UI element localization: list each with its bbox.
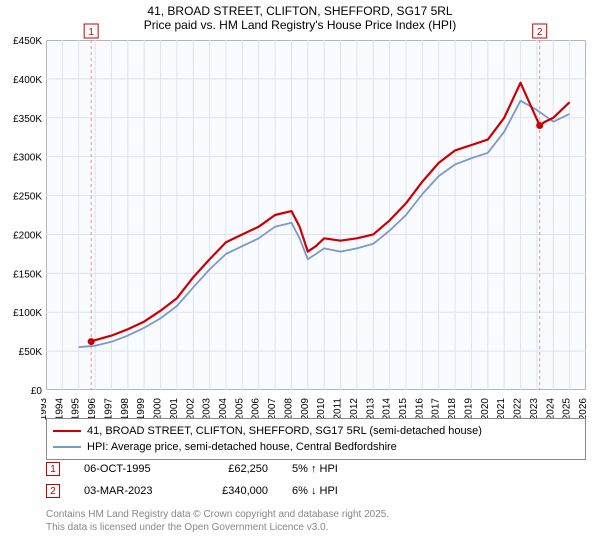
- svg-text:2: 2: [537, 27, 543, 38]
- annotation-price: £62,250: [198, 463, 268, 475]
- svg-text:2011: 2011: [333, 398, 344, 420]
- svg-text:1994: 1994: [54, 398, 65, 420]
- footer-line: Contains HM Land Registry data © Crown c…: [46, 508, 389, 521]
- annotation-price: £340,000: [198, 485, 268, 497]
- chart-area: £0£50K£100K£150K£200K£250K£300K£350K£400…: [46, 40, 586, 390]
- footer: Contains HM Land Registry data © Crown c…: [46, 508, 389, 534]
- annotation-pct: 5% ↑ HPI: [292, 463, 392, 475]
- svg-text:2012: 2012: [349, 398, 360, 420]
- annotation-row: 2 03-MAR-2023 £340,000 6% ↓ HPI: [46, 480, 392, 502]
- legend-label: HPI: Average price, semi-detached house,…: [87, 441, 397, 453]
- svg-text:2026: 2026: [578, 398, 589, 420]
- svg-text:2020: 2020: [480, 398, 491, 420]
- svg-text:2001: 2001: [169, 398, 180, 420]
- chart-title: 41, BROAD STREET, CLIFTON, SHEFFORD, SG1…: [0, 4, 600, 18]
- svg-text:2003: 2003: [202, 398, 213, 420]
- svg-text:2006: 2006: [251, 398, 262, 420]
- annotation-row: 1 06-OCT-1995 £62,250 5% ↑ HPI: [46, 458, 392, 480]
- svg-text:2000: 2000: [153, 398, 164, 420]
- svg-text:2014: 2014: [382, 398, 393, 420]
- annotation-table: 1 06-OCT-1995 £62,250 5% ↑ HPI 2 03-MAR-…: [46, 458, 392, 502]
- legend-swatch: [53, 446, 81, 448]
- svg-text:2024: 2024: [545, 398, 556, 420]
- legend-label: 41, BROAD STREET, CLIFTON, SHEFFORD, SG1…: [87, 425, 482, 437]
- svg-text:2016: 2016: [414, 398, 425, 420]
- svg-text:1996: 1996: [87, 398, 98, 420]
- chart-container: 41, BROAD STREET, CLIFTON, SHEFFORD, SG1…: [0, 0, 600, 560]
- legend: 41, BROAD STREET, CLIFTON, SHEFFORD, SG1…: [46, 418, 586, 460]
- svg-text:1995: 1995: [71, 398, 82, 420]
- svg-text:2018: 2018: [447, 398, 458, 420]
- svg-text:2019: 2019: [463, 398, 474, 420]
- svg-text:2002: 2002: [185, 398, 196, 420]
- annotation-marker: 1: [46, 462, 60, 476]
- svg-text:2025: 2025: [562, 398, 573, 420]
- svg-text:2009: 2009: [300, 398, 311, 420]
- svg-text:2015: 2015: [398, 398, 409, 420]
- svg-text:2010: 2010: [316, 398, 327, 420]
- svg-text:1993: 1993: [41, 398, 49, 420]
- annotation-date: 06-OCT-1995: [84, 463, 174, 475]
- legend-item: HPI: Average price, semi-detached house,…: [53, 439, 579, 455]
- svg-text:1998: 1998: [120, 398, 131, 420]
- svg-text:1997: 1997: [103, 398, 114, 420]
- svg-text:1999: 1999: [136, 398, 147, 420]
- legend-swatch: [53, 430, 81, 432]
- svg-text:2023: 2023: [529, 398, 540, 420]
- svg-text:2004: 2004: [218, 398, 229, 420]
- svg-text:2007: 2007: [267, 398, 278, 420]
- footer-line: This data is licensed under the Open Gov…: [46, 521, 389, 534]
- svg-text:2021: 2021: [496, 398, 507, 420]
- markers-layer: 12: [36, 20, 600, 400]
- svg-text:2013: 2013: [365, 398, 376, 420]
- svg-text:2005: 2005: [234, 398, 245, 420]
- annotation-marker: 2: [46, 484, 60, 498]
- svg-text:1: 1: [88, 27, 94, 38]
- svg-text:2008: 2008: [283, 398, 294, 420]
- svg-text:2017: 2017: [431, 398, 442, 420]
- svg-text:2022: 2022: [513, 398, 524, 420]
- annotation-date: 03-MAR-2023: [84, 485, 174, 497]
- annotation-pct: 6% ↓ HPI: [292, 485, 392, 497]
- legend-item: 41, BROAD STREET, CLIFTON, SHEFFORD, SG1…: [53, 423, 579, 439]
